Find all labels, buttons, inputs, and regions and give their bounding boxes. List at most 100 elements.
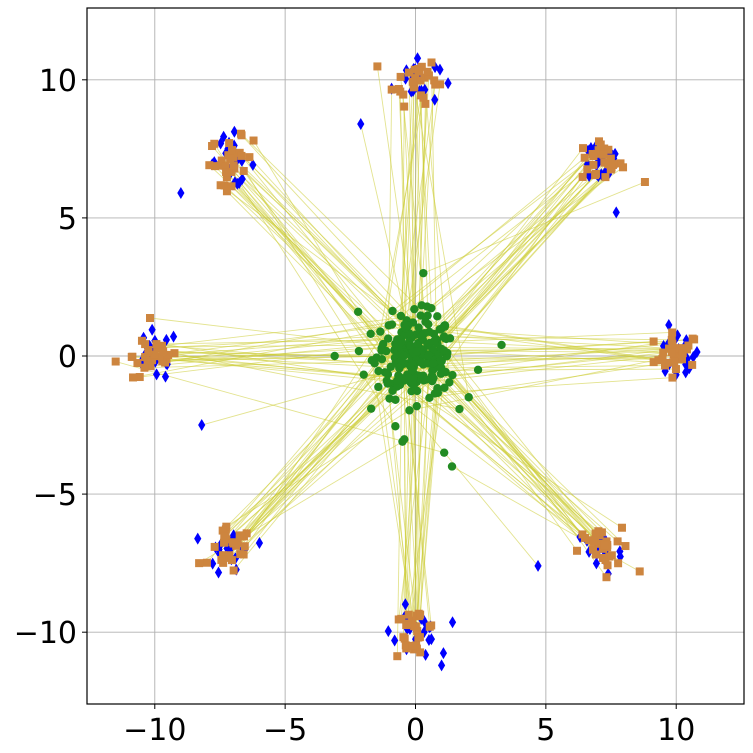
square-point xyxy=(249,136,258,145)
circle-point xyxy=(429,373,438,383)
square-point xyxy=(135,373,144,382)
connection-line xyxy=(403,69,416,352)
connection-line xyxy=(398,88,413,357)
square-point xyxy=(396,72,405,81)
diamond-point xyxy=(161,370,170,383)
square-point xyxy=(580,533,589,542)
square-point xyxy=(240,542,249,551)
square-point xyxy=(616,159,625,168)
square-point xyxy=(239,550,248,559)
connection-line xyxy=(231,171,399,376)
connection-line xyxy=(400,406,418,619)
square-point xyxy=(227,182,236,191)
circle-point xyxy=(433,312,442,321)
square-point xyxy=(601,556,610,565)
diamond-point xyxy=(444,77,452,90)
circle-point xyxy=(424,350,433,360)
circle-point xyxy=(407,387,416,396)
square-point xyxy=(216,161,225,170)
square-point xyxy=(210,162,219,171)
circle-point xyxy=(396,337,406,347)
circle-point xyxy=(377,354,387,364)
connection-line xyxy=(420,158,612,358)
y-tick-label: −10 xyxy=(14,616,77,651)
connection-line xyxy=(416,328,443,616)
square-point xyxy=(597,528,606,537)
square-point xyxy=(688,334,697,343)
connection-line xyxy=(214,374,365,548)
square-point xyxy=(224,553,233,562)
square-point xyxy=(402,621,411,630)
square-point xyxy=(578,172,587,181)
square-point xyxy=(423,67,432,76)
circle-point xyxy=(410,304,419,314)
diamond-point xyxy=(152,368,161,381)
connection-line xyxy=(400,164,594,317)
square-point xyxy=(589,160,598,169)
square-point xyxy=(146,362,155,371)
diamond-point xyxy=(238,172,246,185)
circle-point xyxy=(430,336,439,345)
circle-point xyxy=(497,340,506,350)
diamond-point xyxy=(439,647,448,660)
circle-point xyxy=(421,317,430,326)
diamond-point xyxy=(198,419,206,432)
connection-line xyxy=(378,371,415,627)
square-point xyxy=(170,349,179,358)
diamond-point xyxy=(682,366,690,379)
square-point xyxy=(604,145,613,154)
circle-point xyxy=(447,462,457,471)
circle-point xyxy=(439,346,449,355)
circle-point xyxy=(354,346,364,356)
square-point xyxy=(621,542,630,551)
square-point xyxy=(222,187,231,196)
circle-point xyxy=(417,332,426,341)
square-point xyxy=(202,558,211,567)
circle-point xyxy=(455,404,464,414)
circle-point xyxy=(391,422,400,431)
connection-line xyxy=(409,410,539,567)
square-point xyxy=(229,566,238,575)
diamond-point xyxy=(427,633,436,646)
connection-line xyxy=(241,339,402,537)
circle-point xyxy=(406,341,415,350)
circle-point xyxy=(366,404,376,413)
circle-point xyxy=(436,356,445,365)
square-point xyxy=(414,66,423,75)
square-point xyxy=(654,356,663,365)
data-points xyxy=(111,52,701,672)
circle-point xyxy=(442,334,451,344)
square-point xyxy=(141,340,150,349)
square-point xyxy=(159,347,168,356)
connection-line xyxy=(161,315,421,347)
circle-point xyxy=(374,382,383,392)
diamond-point xyxy=(665,318,673,331)
square-point xyxy=(226,154,235,163)
square-point xyxy=(578,144,587,153)
square-point xyxy=(668,373,677,382)
square-point xyxy=(237,151,246,160)
connection-line xyxy=(392,148,605,312)
square-point xyxy=(205,161,214,170)
square-point xyxy=(393,652,402,661)
square-point xyxy=(218,526,227,535)
square-point xyxy=(150,350,159,359)
square-point xyxy=(144,346,153,355)
square-point xyxy=(140,363,149,372)
square-point xyxy=(210,542,219,551)
diamond-point xyxy=(177,187,185,200)
connection-line xyxy=(423,349,654,363)
y-tick-label: 10 xyxy=(39,64,77,99)
square-point xyxy=(591,550,600,559)
circle-point xyxy=(370,359,379,368)
square-point xyxy=(649,337,658,346)
connection-line xyxy=(132,325,409,378)
circle-point xyxy=(422,302,432,311)
square-point xyxy=(127,352,136,361)
diamond-point xyxy=(255,536,264,549)
square-point xyxy=(133,359,142,368)
square-point xyxy=(430,76,439,85)
circle-point xyxy=(366,329,375,339)
circle-point xyxy=(388,386,397,395)
connection-line xyxy=(433,348,684,362)
